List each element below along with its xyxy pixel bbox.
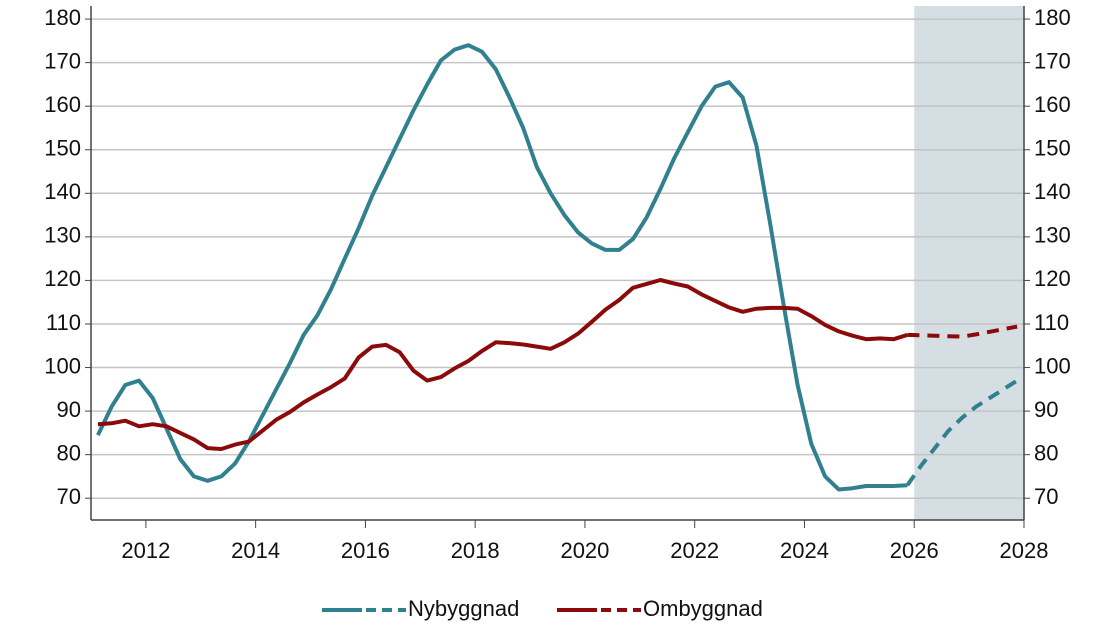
legend-label: Ombyggnad: [643, 596, 763, 621]
forecast-line: [905, 378, 1019, 487]
x-tick-label: 2020: [560, 538, 609, 563]
y-tick-label: 90: [57, 397, 81, 422]
y-tick-label: 110: [46, 310, 81, 335]
x-tick-label: 2024: [780, 538, 829, 563]
y2-tick-label: 100: [1034, 353, 1071, 378]
y-tick-label: 140: [44, 179, 81, 204]
y2-tick-label: 110: [1034, 310, 1069, 335]
y2-tick-label: 180: [1034, 5, 1071, 30]
x-tick-label: 2018: [451, 538, 500, 563]
x-tick-label: 2014: [231, 538, 280, 563]
series-line: [96, 43, 908, 492]
y-tick-label: 160: [44, 92, 81, 117]
y2-tick-label: 80: [1034, 440, 1058, 465]
y2-tick-label: 130: [1034, 223, 1071, 248]
y-tick-label: 100: [44, 353, 81, 378]
y2-tick-label: 70: [1034, 484, 1058, 509]
y-tick-label: 120: [44, 266, 81, 291]
y2-tick-label: 160: [1034, 92, 1071, 117]
y-tick-label: 130: [44, 223, 81, 248]
y2-tick-label: 150: [1034, 136, 1071, 161]
x-tick-label: 2012: [121, 538, 170, 563]
y-tick-label: 180: [44, 5, 81, 30]
y-tick-label: 170: [44, 48, 81, 73]
x-tick-label: 2026: [890, 538, 939, 563]
legend-label: Nybyggnad: [408, 596, 519, 621]
forecast-shade: [914, 6, 1024, 520]
x-tick-label: 2016: [341, 538, 390, 563]
y2-tick-label: 90: [1034, 397, 1058, 422]
series-line: [97, 278, 908, 451]
x-tick-label: 2022: [670, 538, 719, 563]
y-tick-label: 150: [44, 136, 81, 161]
y2-tick-label: 140: [1034, 179, 1071, 204]
x-tick-label: 2028: [1000, 538, 1049, 563]
y-tick-label: 80: [57, 440, 81, 465]
y-tick-label: 70: [57, 484, 81, 509]
y2-tick-label: 120: [1034, 266, 1071, 291]
y2-tick-label: 170: [1034, 48, 1071, 73]
